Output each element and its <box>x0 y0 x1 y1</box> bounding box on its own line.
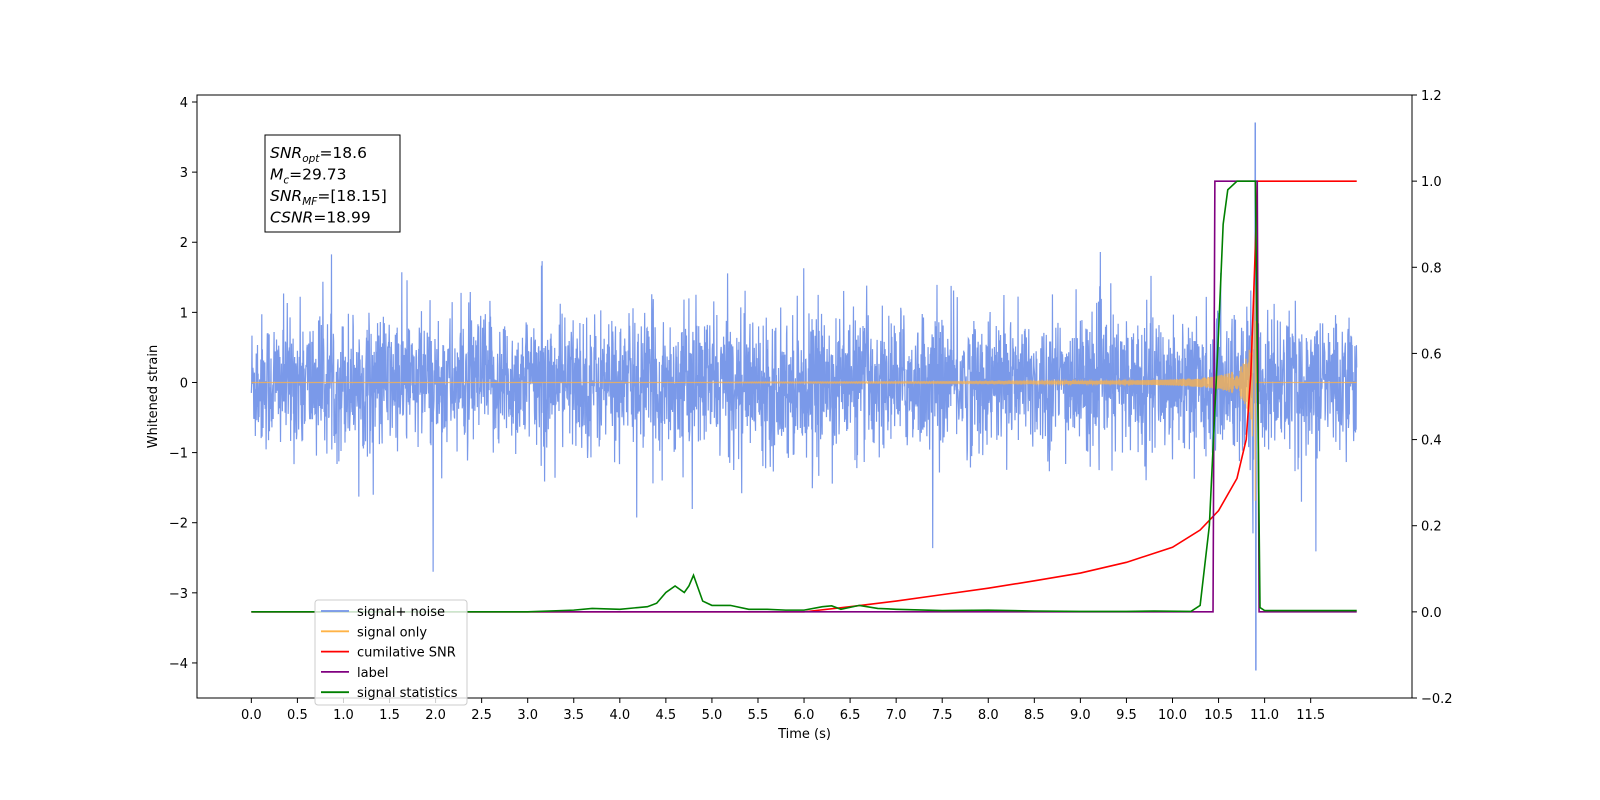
info-subscript: opt <box>302 153 320 165</box>
y-right-tick-label: 1.2 <box>1421 89 1442 104</box>
x-tick-label: 2.5 <box>471 708 492 723</box>
x-tick-label: 6.0 <box>794 708 815 723</box>
x-axis-label: Time (s) <box>777 727 831 742</box>
x-tick-label: 1.0 <box>333 708 354 723</box>
x-tick-label: 8.5 <box>1024 708 1045 723</box>
y-left-tick-label: 3 <box>180 166 188 181</box>
info-box-frame <box>264 134 401 233</box>
x-tick-label: 10.5 <box>1204 708 1233 723</box>
x-axis: 0.0 0.5 1.0 1.5 2.0 2.5 3.0 3.5 4.0 4.5 5.0 5.5 6.0 6… <box>241 698 1325 723</box>
info-symbol: CSNR <box>270 209 313 227</box>
legend-frame <box>314 599 468 706</box>
legend-label: signal statistics <box>357 686 458 701</box>
info-line: CSNR=18.99 <box>270 209 371 227</box>
y-right-tick-label: −0.2 <box>1421 692 1453 707</box>
y-right-tick-label: 0.2 <box>1421 520 1442 535</box>
x-tick-label: 9.0 <box>1070 708 1091 723</box>
series-line-signal-only <box>251 284 1357 501</box>
legend-label: signal only <box>357 625 427 640</box>
x-tick-label: 11.0 <box>1250 708 1279 723</box>
info-value: =29.73 <box>289 166 346 184</box>
legend-label: label <box>357 666 388 681</box>
y-right-tick-label: 1.0 <box>1421 175 1442 190</box>
y-left-tick-label: 2 <box>180 236 188 251</box>
x-tick-label: 4.5 <box>656 708 677 723</box>
y-axis-left: 4 3 2 1 0 −1 −2 −3 −4 <box>169 96 197 672</box>
x-tick-label: 5.5 <box>748 708 769 723</box>
series-line-signal-noise <box>250 122 1358 671</box>
y-left-tick-label: 4 <box>180 96 188 111</box>
x-tick-label: 0.5 <box>287 708 308 723</box>
x-tick-label: 1.5 <box>379 708 400 723</box>
y-axis-left-label: Whitened strain <box>146 345 161 448</box>
y-left-tick-label: 1 <box>180 306 188 321</box>
y-right-tick-label: 0.0 <box>1421 606 1442 621</box>
y-right-tick-label: 0.8 <box>1421 261 1442 276</box>
x-tick-label: 6.5 <box>840 708 861 723</box>
x-tick-label: 4.0 <box>609 708 630 723</box>
info-value: =18.6 <box>319 144 367 162</box>
y-left-tick-label: −3 <box>169 587 188 602</box>
x-tick-label: 7.5 <box>932 708 953 723</box>
legend: signal+ noise signal only cumilative SNR la… <box>314 599 468 706</box>
info-value: =18.99 <box>313 209 370 227</box>
y-right-tick-label: 0.4 <box>1421 434 1442 449</box>
x-tick-label: 11.5 <box>1296 708 1325 723</box>
y-right-tick-label: 0.6 <box>1421 347 1442 362</box>
info-value: =[18.15] <box>317 187 386 205</box>
info-line: SNRopt=18.6 <box>270 144 367 165</box>
info-subscript: MF <box>302 196 318 208</box>
info-symbol: SNR <box>270 144 302 162</box>
y-left-tick-label: −2 <box>169 517 188 532</box>
series-layer <box>250 122 1358 671</box>
x-tick-label: 5.0 <box>702 708 723 723</box>
x-tick-label: 8.0 <box>978 708 999 723</box>
info-symbol: M <box>270 166 283 184</box>
legend-label: signal+ noise <box>357 605 445 620</box>
y-left-tick-label: −4 <box>169 657 188 672</box>
x-tick-label: 3.0 <box>517 708 538 723</box>
x-tick-label: 0.0 <box>241 708 262 723</box>
x-tick-label: 9.5 <box>1116 708 1137 723</box>
x-tick-label: 7.0 <box>886 708 907 723</box>
x-tick-label: 10.0 <box>1158 708 1187 723</box>
y-left-tick-label: 0 <box>180 376 188 391</box>
info-line: SNRMF=[18.15] <box>270 187 387 208</box>
x-tick-label: 2.0 <box>425 708 446 723</box>
legend-label: cumilative SNR <box>357 646 456 661</box>
info-box: SNRopt=18.6Mc=29.73SNRMF=[18.15]CSNR=18.… <box>264 134 401 233</box>
info-subscript: c <box>283 175 289 187</box>
info-line: Mc=29.73 <box>270 166 347 187</box>
y-axis-right: 1.2 1.0 0.8 0.6 0.4 0.2 0.0 −0.2 <box>1412 89 1453 707</box>
x-tick-label: 3.5 <box>563 708 584 723</box>
series-line-signal-statistics <box>251 180 1357 613</box>
info-symbol: SNR <box>270 187 302 205</box>
y-left-tick-label: −1 <box>169 447 188 462</box>
